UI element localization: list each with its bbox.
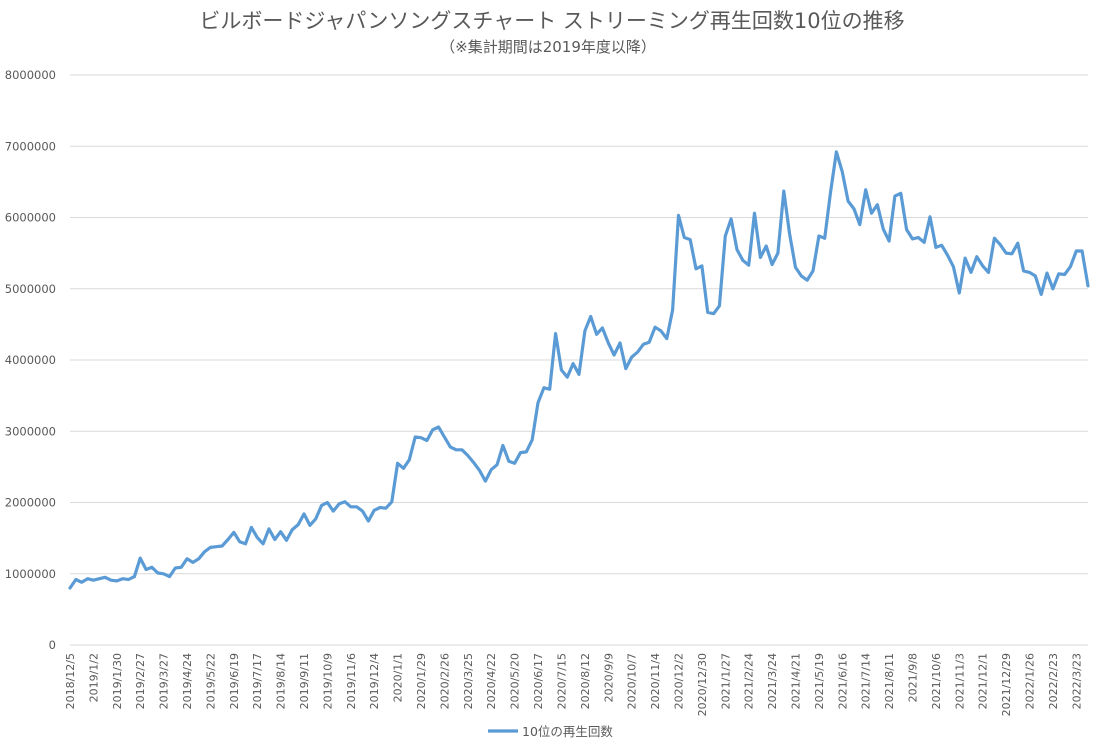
x-tick-label: 2021/12/29 [1000, 653, 1013, 716]
x-tick-label: 2020/8/12 [579, 653, 592, 709]
x-tick-label: 2021/4/21 [789, 653, 802, 709]
x-tick-label: 2021/5/19 [813, 653, 826, 709]
chart-title: ビルボードジャパンソングスチャート ストリーミング再生回数10位の推移 [199, 9, 904, 33]
x-tick-label: 2020/9/9 [602, 653, 615, 702]
y-tick-label: 5000000 [5, 282, 56, 296]
y-tick-label: 3000000 [5, 424, 56, 438]
y-tick-label: 8000000 [5, 68, 56, 82]
x-tick-label: 2021/3/24 [766, 653, 779, 709]
x-tick-label: 2020/1/1 [392, 653, 405, 702]
x-tick-label: 2022/1/26 [1023, 653, 1036, 709]
x-axis-ticks: 2018/12/5 2019/1/2 2019/1/30 2019/2/27 2019/… [64, 653, 1083, 716]
x-tick-label: 2021/10/6 [930, 653, 943, 709]
y-tick-label: 7000000 [5, 139, 56, 153]
x-tick-label: 2019/11/6 [345, 653, 358, 709]
x-tick-label: 2020/10/7 [626, 653, 639, 709]
x-tick-label: 2021/8/11 [883, 653, 896, 709]
x-tick-label: 2020/12/30 [696, 653, 709, 716]
x-tick-label: 2019/3/27 [158, 653, 171, 709]
x-tick-label: 2022/2/23 [1047, 653, 1060, 709]
x-tick-label: 2020/11/4 [649, 653, 662, 709]
y-tick-label: 0 [49, 638, 56, 652]
x-tick-label: 2020/12/2 [672, 653, 685, 709]
x-tick-label: 2021/12/1 [977, 653, 990, 709]
x-tick-label: 2020/4/22 [485, 653, 498, 709]
x-tick-label: 2021/11/3 [953, 653, 966, 709]
x-tick-label: 2021/2/24 [743, 653, 756, 709]
x-tick-label: 2021/9/8 [906, 653, 919, 702]
x-tick-label: 2019/12/4 [368, 653, 381, 709]
x-tick-label: 2021/1/27 [719, 653, 732, 709]
y-axis-ticks: 8000000 7000000 6000000 5000000 4000000 30000… [5, 68, 56, 652]
x-tick-label: 2018/12/5 [64, 653, 77, 709]
x-tick-label: 2019/2/27 [134, 653, 147, 709]
x-tick-label: 2020/6/17 [532, 653, 545, 709]
y-tick-label: 2000000 [5, 496, 56, 510]
x-tick-label: 2019/1/30 [111, 653, 124, 709]
x-tick-label: 2021/7/14 [860, 653, 873, 709]
y-tick-label: 1000000 [5, 567, 56, 581]
x-tick-label: 2022/3/23 [1070, 653, 1083, 709]
x-tick-label: 2019/10/9 [321, 653, 334, 709]
x-tick-label: 2020/7/15 [555, 653, 568, 709]
series-line [68, 150, 1090, 590]
x-tick-label: 2020/5/20 [509, 653, 522, 709]
series-layer [68, 150, 1090, 590]
x-tick-label: 2021/6/16 [836, 653, 849, 709]
x-tick-label: 2019/6/19 [228, 653, 241, 709]
x-tick-label: 2019/5/22 [204, 653, 217, 709]
gridlines [70, 74, 1088, 646]
x-tick-label: 2019/1/2 [87, 653, 100, 702]
x-tick-label: 2020/2/26 [438, 653, 451, 709]
legend-label: 10位の再生回数 [522, 724, 613, 739]
x-tick-label: 2020/1/29 [415, 653, 428, 709]
y-tick-label: 4000000 [5, 353, 56, 367]
x-tick-label: 2019/4/24 [181, 653, 194, 709]
y-tick-label: 6000000 [5, 211, 56, 225]
legend: 10位の再生回数 [488, 724, 613, 739]
chart-subtitle: （※集計期間は2019年度以降） [440, 38, 656, 56]
x-tick-label: 2019/7/17 [251, 653, 264, 709]
x-tick-label: 2019/8/14 [275, 653, 288, 709]
x-tick-label: 2019/9/11 [298, 653, 311, 709]
x-tick-label: 2020/3/25 [462, 653, 475, 709]
